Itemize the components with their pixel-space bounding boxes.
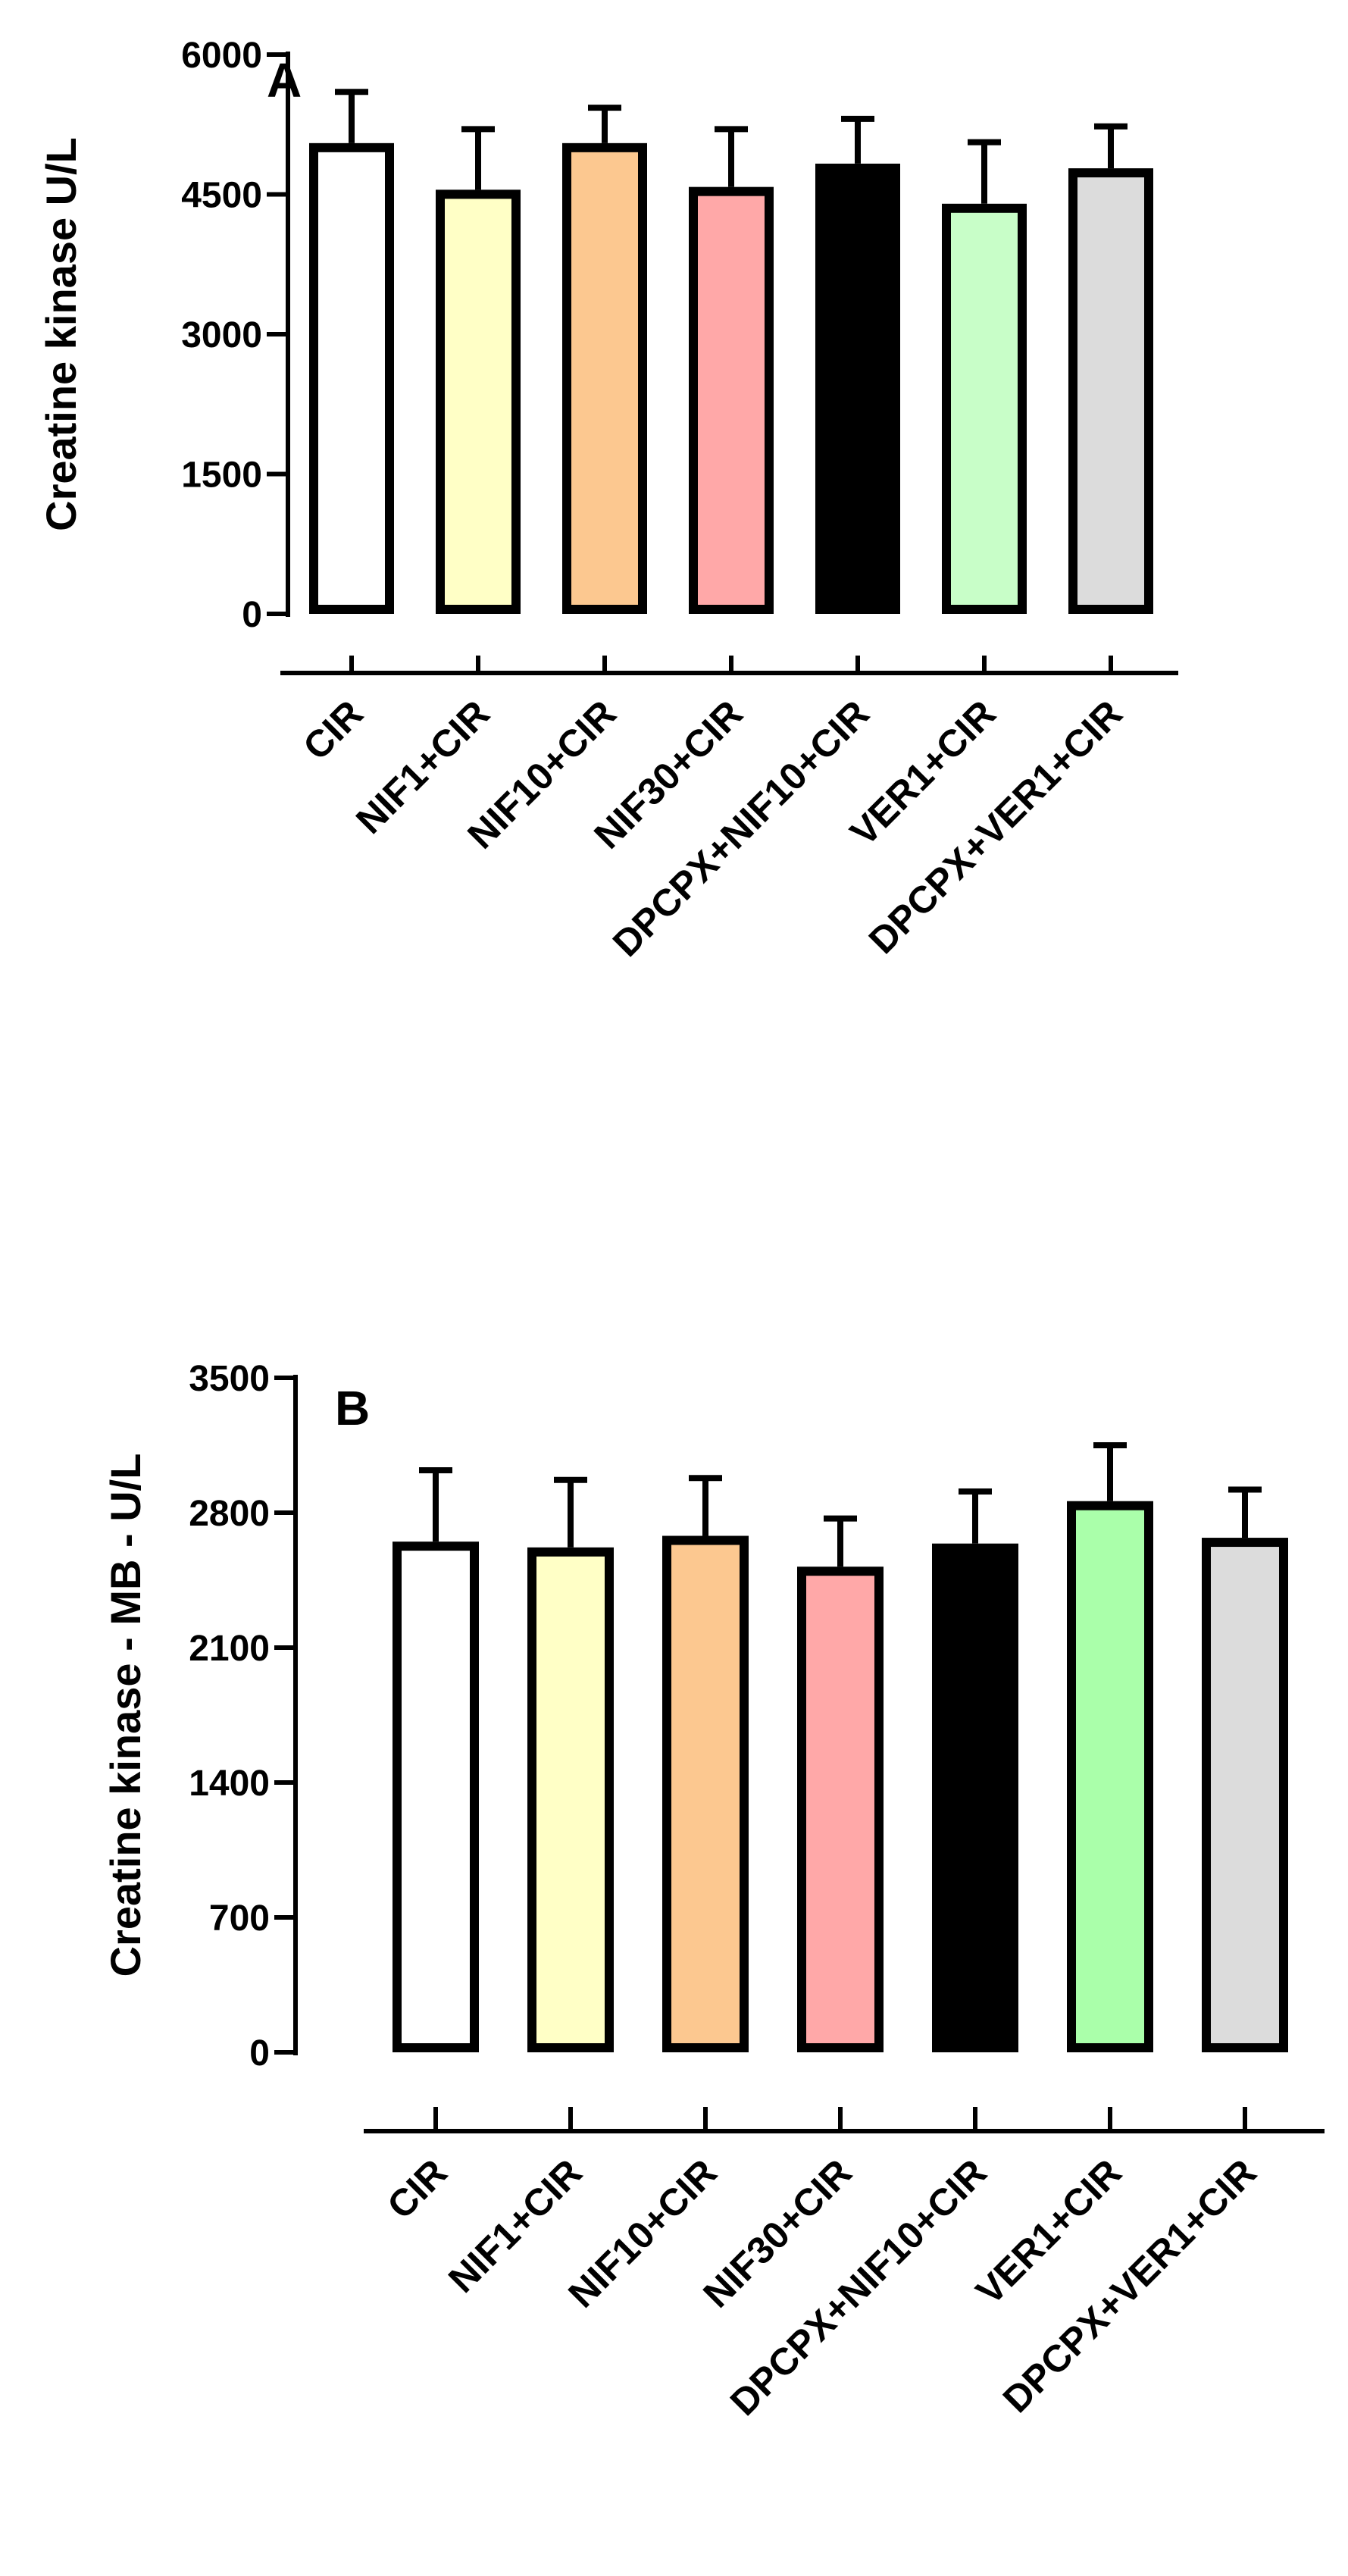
y-axis-title: Creatine kinase U/L [37, 137, 85, 531]
x-tick-label: DPCPX+VER1+CIR [861, 692, 1131, 962]
y-tick-label: 6000 [181, 36, 262, 76]
y-tick-label: 0 [249, 2033, 270, 2074]
x-tick-label: CIR [379, 2151, 455, 2227]
y-tick-label: 4500 [181, 176, 262, 216]
bar [1067, 1501, 1153, 2052]
y-tick-label: 1500 [181, 455, 262, 496]
y-axis-title: Creatine kinase - MB - U/L [102, 1454, 149, 1977]
panel-b-chart: 0 700 1400 2100 2800 3500 Creatine kinase - MB… [102, 1359, 1325, 2424]
panel-a-chart: 0 1500 3000 4500 6000 Creatine kinase U/L A CIR… [37, 36, 1178, 965]
y-tick-label: 3500 [189, 1359, 270, 1399]
y-tick-label: 2800 [189, 1494, 270, 1534]
y-tick-label: 2100 [189, 1629, 270, 1669]
bar [689, 186, 774, 615]
bar [1068, 168, 1153, 614]
bar [932, 1543, 1018, 2052]
y-tick-label: 700 [209, 1898, 270, 1939]
panel-letter: A [267, 53, 302, 108]
y-tick-label: 0 [242, 595, 262, 635]
x-tick-label: CIR [295, 692, 371, 768]
bar [662, 1535, 749, 2052]
bar [393, 1542, 479, 2052]
bar [562, 142, 647, 615]
bar [527, 1547, 614, 2053]
bar [309, 142, 394, 615]
x-tick-label: DPCPX+NIF10+CIR [605, 692, 877, 965]
x-tick-label: DPCPX+VER1+CIR [995, 2151, 1265, 2421]
panel-letter: B [335, 1381, 370, 1435]
bar [942, 203, 1027, 614]
bar [436, 189, 521, 615]
x-tick-label: DPCPX+NIF10+CIR [722, 2151, 995, 2424]
y-tick-label: 3000 [181, 315, 262, 355]
y-tick-label: 1400 [189, 1764, 270, 1804]
bar [815, 163, 900, 615]
bar [797, 1567, 884, 2052]
bar [1202, 1538, 1288, 2052]
